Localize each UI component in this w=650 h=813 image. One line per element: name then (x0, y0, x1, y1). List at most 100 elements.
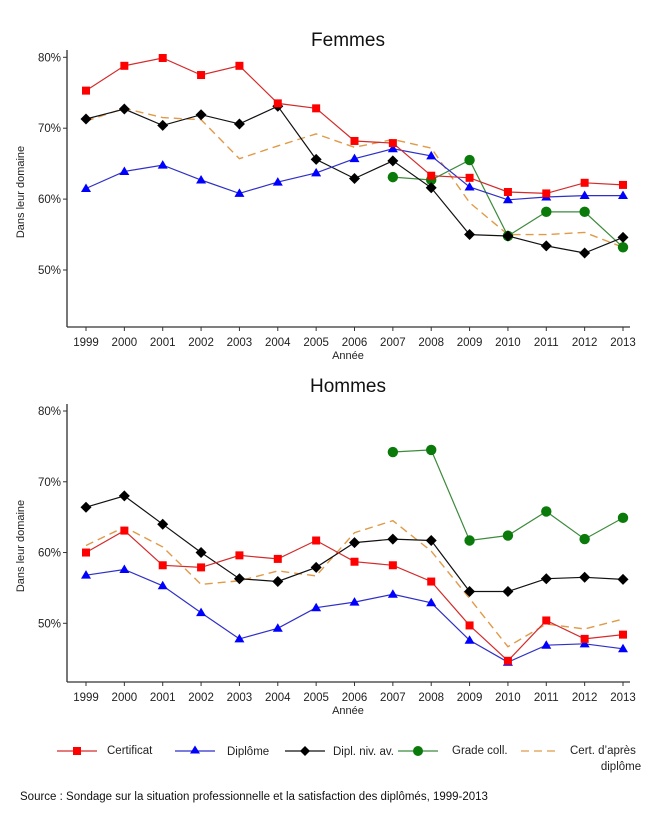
x-tick-label-femmes: 2001 (150, 337, 176, 349)
data-point-certificat (120, 61, 129, 70)
x-tick-label-femmes: 2002 (188, 337, 214, 349)
data-point-diplome (119, 166, 130, 175)
data-point-grade_coll (541, 206, 552, 218)
data-point-diplome (464, 635, 475, 644)
data-point-dipl_niv_av (118, 103, 130, 115)
series-line-certificat (85, 529, 624, 662)
data-point-diplome (541, 640, 552, 649)
x-tick-label-femmes: 2010 (495, 337, 521, 349)
data-point-diplome (311, 602, 322, 612)
data-point-certificat (312, 536, 321, 545)
data-point-dipl_niv_av (387, 155, 399, 167)
data-point-dipl_niv_av (579, 247, 591, 259)
x-tick-label-hommes: 2006 (342, 692, 368, 704)
data-point-diplome (81, 183, 91, 192)
legend-label-cert-apres-line2: diplôme (601, 761, 641, 773)
x-tick-label-hommes: 2004 (265, 692, 291, 704)
series-line-cert_apres (85, 107, 624, 248)
data-point-diplome (234, 188, 245, 197)
x-tick-label-femmes: 2005 (303, 337, 329, 349)
data-point-grade_coll (426, 444, 437, 456)
data-point-dipl_niv_av (195, 547, 207, 559)
legend-item-dipl-niv-av: Dipl. niv. av. (285, 746, 394, 758)
x-tick-label-femmes: 2011 (534, 337, 559, 349)
data-point-grade_coll (387, 446, 399, 458)
data-point-diplome (272, 177, 283, 186)
data-point-diplome (387, 143, 398, 153)
data-point-dipl_niv_av (502, 585, 514, 597)
data-point-dipl_niv_av (617, 573, 629, 585)
series-certificat-hommes (82, 526, 627, 665)
legend-label-dipl-niv-av: Dipl. niv. av. (333, 746, 394, 758)
data-point-diplome (426, 597, 437, 607)
data-point-certificat (350, 136, 359, 145)
legend-label-certificat: Certificat (107, 745, 153, 757)
data-point-grade_coll (464, 154, 475, 166)
data-point-certificat (427, 577, 436, 586)
data-point-diplome (579, 638, 590, 648)
data-point-grade_coll (579, 206, 590, 218)
data-point-diplome (618, 643, 628, 653)
x-axis-title-femmes: Année (332, 350, 364, 362)
data-point-diplome (157, 160, 168, 169)
data-point-dipl_niv_av (464, 585, 476, 597)
x-tick-label-hommes: 2007 (380, 692, 406, 704)
data-point-certificat (465, 621, 474, 630)
data-point-certificat (273, 99, 282, 108)
x-tick-label-femmes: 1999 (73, 337, 99, 349)
legend-label-cert-apres-line1: Cert. d’après (570, 745, 636, 757)
data-point-diplome (234, 633, 245, 643)
x-tick-label-femmes: 2004 (265, 337, 291, 349)
x-tick-label-hommes: 2003 (227, 692, 253, 704)
data-point-diplome (157, 580, 168, 590)
legend: Certificat Diplôme Dipl. niv. av. Grade … (57, 745, 641, 773)
legend-item-cert-apres: Cert. d’après diplôme (521, 745, 641, 773)
series-cert_apres-femmes (85, 107, 624, 248)
x-tick-label-hommes: 2010 (495, 692, 521, 704)
data-point-certificat (542, 189, 551, 198)
data-point-diplome (311, 167, 322, 177)
x-tick-label-hommes: 2012 (572, 692, 598, 704)
data-point-dipl_niv_av (349, 537, 360, 549)
x-tick-label-femmes: 2006 (342, 337, 368, 349)
data-point-certificat (197, 563, 206, 572)
x-axis-title-hommes: Année (332, 705, 364, 717)
x-tick-label-hommes: 1999 (73, 692, 99, 704)
data-point-dipl_niv_av (425, 535, 437, 547)
x-tick-label-femmes: 2008 (418, 337, 444, 349)
source-note: Source : Sondage sur la situation profes… (20, 791, 488, 803)
data-point-certificat (503, 188, 512, 197)
x-tick-label-hommes: 2008 (418, 692, 444, 704)
data-point-dipl_niv_av (387, 533, 399, 545)
data-point-certificat (235, 61, 244, 70)
x-tick-label-hommes: 2011 (534, 692, 559, 704)
legend-item-grade-coll: Grade coll. (398, 745, 508, 757)
panel-femmes: Femmes Dans leur domaine Année 50% 60% 70%… (15, 30, 636, 362)
data-point-diplome (196, 607, 207, 617)
data-point-dipl_niv_av (310, 153, 322, 165)
data-point-certificat (158, 54, 167, 63)
legend-label-diplome: Diplôme (227, 746, 269, 758)
series-diplome-femmes (81, 143, 628, 204)
data-point-certificat (235, 551, 244, 560)
data-point-grade_coll (464, 535, 475, 546)
data-point-grade_coll (541, 506, 552, 517)
data-point-dipl_niv_av (349, 173, 360, 185)
data-point-diplome (579, 190, 590, 200)
legend-item-diplome: Diplôme (175, 745, 269, 758)
data-point-dipl_niv_av (464, 229, 476, 241)
x-tick-label-femmes: 2003 (227, 337, 253, 349)
data-point-diplome (196, 174, 207, 184)
data-point-dipl_niv_av (272, 576, 284, 588)
circle-marker-icon (413, 746, 423, 756)
x-tick-label-hommes: 2001 (150, 692, 176, 704)
data-point-grade_coll (617, 512, 629, 524)
data-point-certificat (619, 180, 627, 189)
x-tick-label-hommes: 2009 (457, 692, 483, 704)
x-tick-label-femmes: 2012 (572, 337, 598, 349)
data-point-certificat (580, 634, 589, 643)
data-point-grade_coll (617, 242, 629, 253)
data-point-certificat (465, 173, 474, 182)
data-point-diplome (387, 589, 398, 598)
